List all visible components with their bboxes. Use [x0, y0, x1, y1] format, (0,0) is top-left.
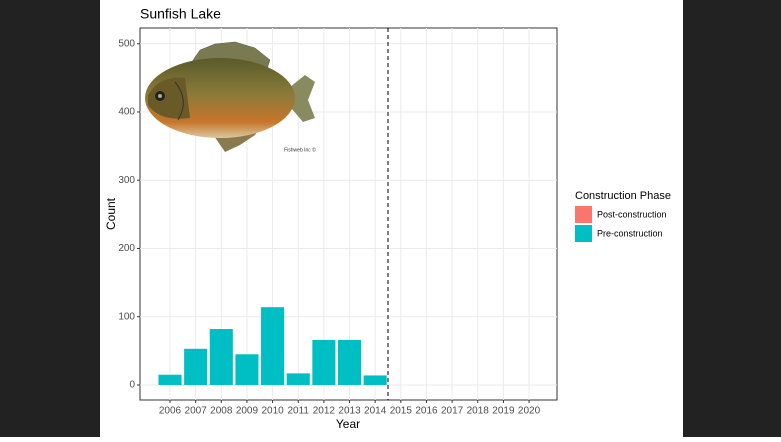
x-tick-label: 2008: [210, 406, 233, 417]
bar: [158, 374, 182, 385]
x-tick-label: 2010: [261, 406, 284, 417]
legend-title: Construction Phase: [575, 190, 671, 202]
x-tick-label: 2019: [492, 406, 515, 417]
bar: [261, 307, 285, 385]
bar: [337, 339, 362, 385]
legend-label: Pre-construction: [597, 228, 663, 238]
x-tick-label: 2012: [313, 406, 336, 417]
y-tick-label: 200: [118, 243, 135, 254]
x-tick-label: 2016: [415, 406, 438, 417]
image-credit: Fishweb Inc ©: [284, 146, 316, 153]
fish-image: Fishweb Inc ©: [145, 41, 316, 153]
x-tick-label: 2014: [364, 406, 387, 417]
y-tick-label: 100: [118, 311, 135, 322]
bar: [209, 329, 233, 385]
x-axis-title: Year: [336, 417, 360, 431]
x-tick-label: 2018: [467, 406, 490, 417]
bar: [363, 375, 387, 385]
chart-title: Sunfish Lake: [140, 6, 221, 22]
legend-key: [575, 206, 592, 223]
x-tick-label: 2013: [338, 406, 361, 417]
x-tick-label: 2011: [287, 406, 309, 417]
bar: [312, 339, 336, 385]
y-tick-label: 300: [118, 175, 135, 186]
y-axis-title: Count: [104, 197, 118, 230]
bars: [158, 307, 387, 385]
x-tick-label: 2020: [518, 406, 541, 417]
bar: [286, 373, 310, 385]
legend-key: [575, 225, 592, 242]
y-tick-label: 0: [129, 380, 135, 391]
legend-label: Post-construction: [597, 209, 667, 219]
x-tick-label: 2015: [390, 406, 413, 417]
y-tick-label: 400: [118, 107, 135, 118]
x-tick-label: 2017: [441, 406, 464, 417]
y-tick-label: 500: [118, 38, 135, 49]
sidebar-left: [0, 0, 100, 437]
x-tick-label: 2007: [185, 406, 208, 417]
x-tick-label: 2009: [236, 406, 259, 417]
sidebar-right: [683, 0, 781, 437]
bar: [184, 348, 208, 385]
x-tick-label: 2006: [159, 406, 182, 417]
bar: [235, 354, 259, 385]
